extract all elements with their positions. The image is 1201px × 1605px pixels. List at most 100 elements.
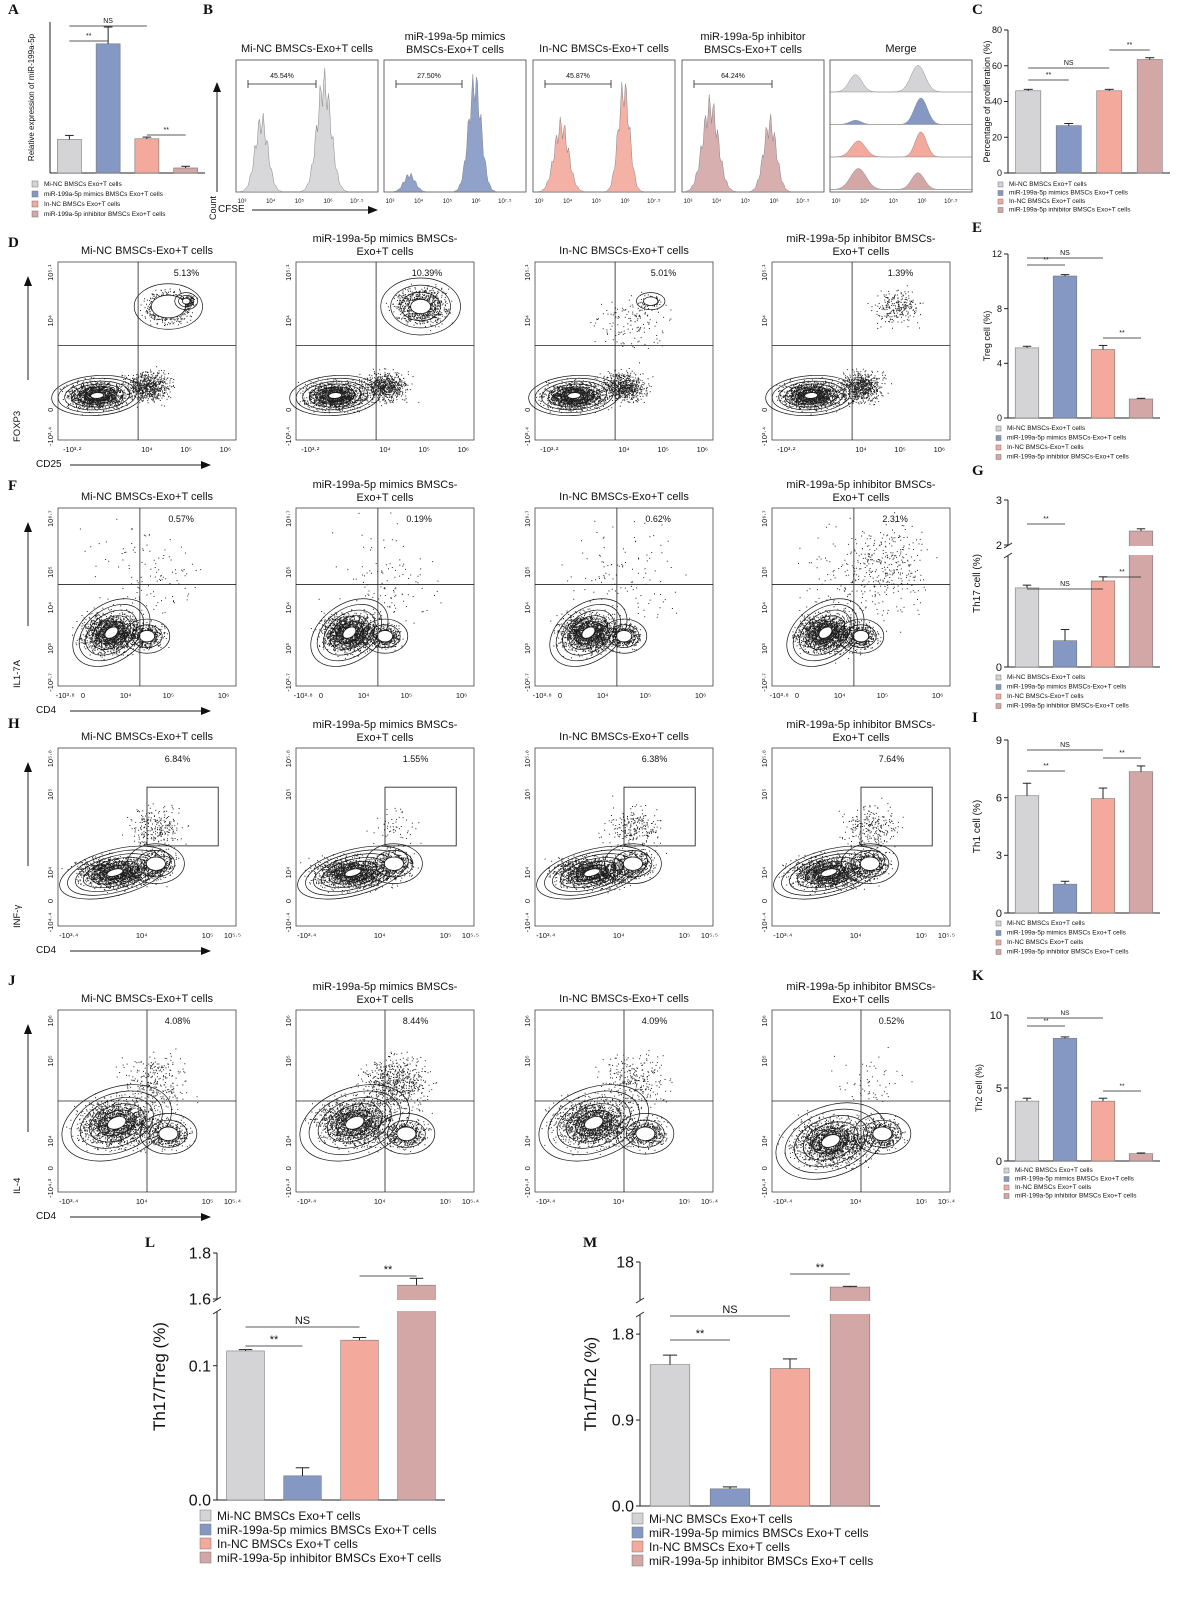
contour-line: [784, 383, 838, 408]
contour-line: [820, 868, 838, 877]
contour-line: [78, 604, 144, 662]
plot-title: In-NC BMSCs-Exo+T cells: [559, 731, 689, 743]
x-tick-label: 10⁵: [889, 198, 899, 205]
x-tick-label: 10⁵·⁵: [938, 931, 955, 940]
contour-line: [321, 389, 349, 402]
y-tick-label: 0: [997, 168, 1002, 178]
gate-percentage: 5.01%: [651, 268, 677, 278]
contour-line: [295, 377, 375, 414]
y-tick-label: 18: [616, 1255, 634, 1272]
contour-line: [765, 375, 857, 416]
y-tick-label: -10⁴·⁴: [760, 913, 769, 933]
contour-line: [310, 598, 389, 667]
y-tick-label: 10⁵·⁸: [46, 750, 55, 767]
legend-entry: Mi-NC BMSCs Exo+T cells: [1009, 181, 1087, 188]
y-tick-label: -10⁴·³: [760, 1178, 769, 1198]
x-tick-label: 10⁶: [932, 691, 943, 700]
legend-swatch: [199, 1523, 212, 1536]
panel-letter-h: H: [8, 716, 20, 732]
bar-chart-g: 0 2 3 Th17 cell (%) ** NS ** Mi-NC BMSCs-Exo+T …: [972, 495, 1160, 710]
contour-line: [174, 292, 198, 311]
plot-title: In-NC BMSCs-Exo+T cells: [559, 245, 689, 257]
contour-line: [565, 1103, 622, 1143]
plot-frame: [534, 261, 714, 441]
contour-line: [127, 843, 185, 884]
bar: [1090, 580, 1116, 668]
histogram-title: Merge: [885, 43, 916, 55]
y-tick-label: 40: [992, 97, 1002, 107]
axis-break-mark: [635, 1311, 645, 1318]
y-tick-label: 0: [523, 1166, 532, 1170]
legend-entry: Mi-NC BMSCs Exo+T cells: [217, 1509, 360, 1523]
x-tick-label: 10⁵·⁵: [224, 931, 241, 940]
gate-percentage: 0.62%: [645, 514, 671, 524]
contour-line: [410, 299, 431, 314]
legend-swatch: [995, 930, 1002, 936]
x-tick-label: 10⁴: [597, 691, 609, 700]
gate-box: [146, 786, 219, 847]
bar: [1090, 1100, 1116, 1162]
legend-swatch: [199, 1537, 212, 1550]
bar-break-gap: [1128, 546, 1154, 555]
significance-label: **: [1119, 1083, 1125, 1090]
x-tick-label: 10³: [386, 199, 395, 205]
x-tick-label: 10⁷·⁵: [796, 198, 810, 205]
y-axis-label: FOXP3: [12, 411, 23, 442]
contour-line: [623, 856, 643, 871]
x-tick-label: 10⁵: [640, 691, 651, 700]
y-axis-label: Th17 cell (%): [972, 554, 983, 613]
bar: [1052, 1038, 1078, 1162]
x-tick-label: 10⁷·⁵: [944, 198, 958, 205]
gate-percentage: 2.31%: [882, 514, 908, 524]
x-tick-label: 10⁵: [202, 1197, 213, 1206]
legend-entry: miR-199a-5p inhibitor BMSCs Exo+T cells: [649, 1554, 873, 1568]
y-tick-label: 10⁴: [760, 315, 769, 327]
contour-line: [315, 386, 356, 405]
bar-chart-m: 0.0 0.9 1.8 18 Th1/Th2 (%) ** NS ** Mi-NC BMSCs …: [581, 1255, 880, 1568]
contour-line: [805, 615, 846, 650]
x-tick-label: 10⁴: [855, 445, 867, 454]
legend-entry: miR-199a-5p mimics BMSCs Exo+T cells: [1007, 930, 1127, 937]
contour-line: [387, 1119, 426, 1148]
x-tick-label: 10⁵: [679, 931, 690, 940]
plot-title: Exo+T cells: [833, 994, 890, 1006]
bar: [709, 1488, 751, 1507]
x-tick-label: 10³: [832, 199, 841, 205]
y-tick-label: -10²·⁷: [46, 673, 55, 692]
bar: [1052, 883, 1078, 914]
legend-entry: In-NC BMSCs Exo+T cells: [1007, 939, 1084, 946]
y-tick-label: -10⁴·³: [46, 1178, 55, 1198]
contour-line: [863, 1119, 902, 1148]
y-tick-label: 9: [996, 735, 1002, 747]
contour-line: [547, 383, 601, 408]
bar: [1128, 1153, 1154, 1162]
contour-line: [131, 624, 163, 648]
contour-line: [799, 609, 852, 656]
y-tick-label: -10³·⁴: [523, 427, 532, 446]
panel-letter-d: D: [8, 235, 19, 251]
contour-line: [308, 1090, 401, 1156]
x-tick-label: 10⁷·⁵: [647, 198, 661, 205]
contour-line: [384, 856, 404, 871]
legend-swatch: [31, 180, 39, 188]
contour-line: [841, 843, 899, 884]
x-tick-label: -10³·⁴: [536, 931, 555, 940]
contour-line: [88, 1103, 145, 1143]
contour-line: [575, 620, 602, 645]
contour-line: [380, 277, 461, 336]
gate-percentage: 27.50%: [417, 73, 441, 80]
y-tick-label: 3: [996, 850, 1002, 862]
contour-line: [107, 1116, 127, 1130]
contour-line: [792, 604, 858, 662]
gate-percentage: 4.08%: [165, 1016, 191, 1026]
flow-scatter-plot: 2.31%: [771, 507, 951, 687]
flow-scatter-plot: 0.52%: [771, 1009, 951, 1193]
bar: [649, 1364, 691, 1507]
panel-letter-m: M: [583, 1235, 597, 1251]
legend-swatch: [1003, 1167, 1010, 1174]
merge-histogram-2: [830, 97, 972, 125]
contour-line: [802, 1121, 859, 1161]
legend-entry: miR-199a-5p mimics BMSCs-Exo+T cells: [1007, 684, 1127, 691]
contour-line: [604, 843, 662, 884]
x-tick-label: 10⁵: [592, 198, 602, 205]
